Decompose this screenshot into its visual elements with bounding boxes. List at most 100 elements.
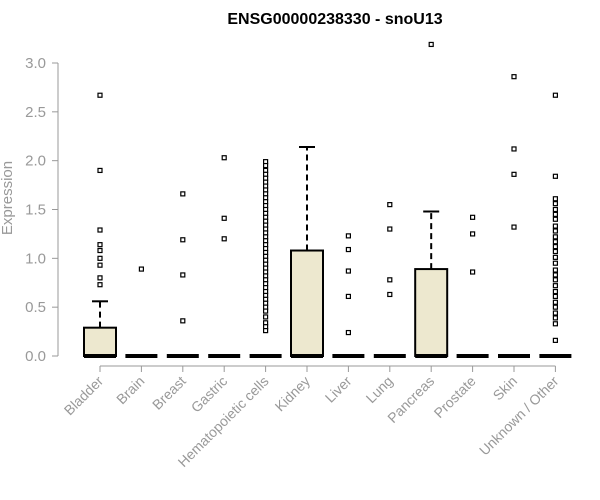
x-tick-label: Skin bbox=[490, 373, 521, 404]
box-group bbox=[249, 159, 282, 358]
y-tick-label: 0.0 bbox=[25, 348, 46, 365]
outlier-point bbox=[511, 224, 517, 230]
outlier-point bbox=[552, 321, 559, 327]
box-group bbox=[166, 191, 199, 358]
box-group bbox=[208, 155, 241, 358]
outlier-point bbox=[552, 283, 559, 289]
outlier-point bbox=[263, 314, 269, 320]
outlier-point bbox=[97, 92, 103, 98]
y-tick-label: 2.5 bbox=[25, 104, 46, 121]
outlier-point bbox=[552, 248, 559, 255]
outlier-point bbox=[552, 206, 559, 213]
outlier-point bbox=[552, 201, 559, 207]
y-tick-label: 1.0 bbox=[25, 250, 46, 267]
outlier-point bbox=[552, 293, 559, 300]
outlier-point bbox=[263, 308, 269, 314]
outlier-point bbox=[387, 202, 393, 208]
outlier-point bbox=[552, 310, 559, 316]
outlier-point bbox=[552, 216, 559, 222]
outlier-point bbox=[552, 173, 559, 179]
outlier-point bbox=[552, 228, 559, 234]
box-group bbox=[125, 266, 158, 358]
outlier-point bbox=[511, 171, 517, 177]
outlier-point bbox=[552, 267, 559, 273]
outlier-point bbox=[552, 234, 559, 240]
outlier-point bbox=[511, 74, 517, 80]
outlier-point bbox=[180, 318, 186, 324]
outlier-point bbox=[470, 269, 476, 275]
outlier-point bbox=[387, 226, 393, 232]
x-tick-label: Prostate bbox=[431, 373, 479, 421]
outlier-point bbox=[345, 246, 351, 253]
outlier-point bbox=[221, 215, 227, 221]
outlier-point bbox=[552, 223, 559, 229]
box-group bbox=[414, 41, 449, 358]
outlier-point bbox=[552, 244, 559, 250]
y-tick-label: 2.0 bbox=[25, 153, 46, 170]
x-tick-label: Unknown / Other bbox=[476, 373, 562, 459]
box-rect bbox=[290, 249, 324, 358]
outlier-point bbox=[221, 155, 227, 161]
y-tick-label: 3.0 bbox=[25, 55, 46, 72]
outlier-point bbox=[470, 231, 476, 237]
box-group bbox=[83, 92, 117, 358]
box-rect bbox=[414, 268, 449, 357]
outlier-point bbox=[180, 191, 186, 197]
boxes-layer bbox=[83, 41, 572, 358]
outlier-point bbox=[263, 328, 269, 334]
outlier-point bbox=[552, 211, 559, 217]
outlier-point bbox=[345, 293, 351, 300]
outlier-point bbox=[97, 242, 103, 248]
outlier-point bbox=[552, 260, 559, 266]
outlier-point bbox=[428, 41, 434, 48]
x-tick-label: Liver bbox=[322, 373, 355, 406]
outlier-point bbox=[97, 275, 103, 281]
outlier-point bbox=[387, 277, 393, 283]
outlier-point bbox=[552, 239, 559, 245]
y-axis-label: Expression bbox=[0, 161, 16, 235]
outlier-point bbox=[97, 167, 103, 174]
box-rect bbox=[83, 326, 117, 357]
outlier-point bbox=[221, 236, 227, 242]
box-group bbox=[290, 145, 324, 358]
x-tick-label: Breast bbox=[149, 373, 189, 413]
box-group bbox=[498, 74, 530, 358]
outlier-point bbox=[345, 233, 351, 239]
box-group bbox=[332, 233, 365, 358]
outlier-point bbox=[552, 196, 559, 202]
chart-title: ENSG00000238330 - snoU13 bbox=[227, 11, 442, 28]
outlier-point bbox=[552, 277, 559, 283]
y-tick-label: 1.5 bbox=[25, 202, 46, 219]
outlier-point bbox=[552, 304, 559, 310]
outlier-point bbox=[97, 282, 103, 288]
outlier-point bbox=[97, 255, 103, 261]
y-axis: 0.0 0.5 1.0 1.5 2.0 2.5 3.0 bbox=[25, 55, 59, 365]
y-tick-label: 0.5 bbox=[25, 299, 46, 316]
outlier-point bbox=[552, 315, 559, 321]
box-group bbox=[539, 92, 572, 358]
outlier-point bbox=[552, 288, 559, 295]
outlier-point bbox=[552, 272, 559, 278]
x-tick-label: Lung bbox=[363, 373, 396, 406]
outlier-point bbox=[387, 291, 393, 298]
outlier-point bbox=[180, 237, 186, 243]
outlier-point bbox=[552, 254, 559, 260]
outlier-point bbox=[138, 266, 144, 272]
outlier-point bbox=[470, 214, 476, 220]
box-group bbox=[456, 214, 489, 358]
outlier-point bbox=[345, 329, 351, 336]
outlier-point bbox=[263, 162, 269, 169]
box-group bbox=[373, 202, 406, 358]
outlier-point bbox=[552, 299, 559, 305]
outlier-point bbox=[552, 92, 559, 98]
outlier-point bbox=[345, 268, 351, 274]
outlier-point bbox=[552, 337, 559, 343]
outlier-point bbox=[97, 247, 103, 254]
outlier-point bbox=[511, 146, 517, 152]
outlier-point bbox=[97, 227, 103, 233]
x-tick-label: Kidney bbox=[272, 373, 314, 415]
x-tick-label: Brain bbox=[113, 373, 147, 407]
outlier-point bbox=[180, 272, 186, 278]
